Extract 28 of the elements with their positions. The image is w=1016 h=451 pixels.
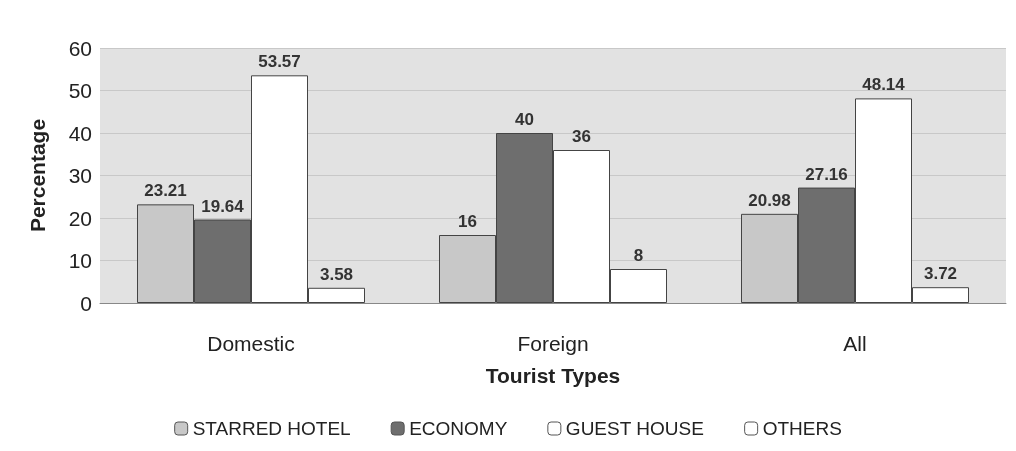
y-axis-title: Percentage xyxy=(26,118,49,233)
legend-label: ECONOMY xyxy=(409,418,508,439)
legend-label: STARRED HOTEL xyxy=(192,418,351,439)
data-label: 27.16 xyxy=(805,164,848,184)
y-tick-label: 50 xyxy=(68,79,92,102)
data-label: 40 xyxy=(515,110,534,129)
data-label: 19.64 xyxy=(201,196,245,216)
y-tick-label: 20 xyxy=(68,206,92,230)
y-tick-label: 10 xyxy=(68,249,92,272)
y-tick-label: 0 xyxy=(80,291,92,315)
data-label: 3.58 xyxy=(319,264,354,284)
data-label: 3.72 xyxy=(923,264,958,284)
x-tick-label: All xyxy=(843,332,867,355)
legend-label: GUEST HOUSE xyxy=(565,418,704,439)
data-label: 53.57 xyxy=(258,52,301,72)
data-label: 8 xyxy=(633,246,644,265)
data-label: 20.98 xyxy=(748,190,791,210)
y-tick-label: 40 xyxy=(68,121,92,145)
y-tick-label: 60 xyxy=(68,36,92,60)
x-tick-label: Foreign xyxy=(517,332,589,355)
data-label: 16 xyxy=(458,212,477,231)
x-axis-title: Tourist Types xyxy=(485,364,621,387)
data-label: 48.14 xyxy=(862,75,906,95)
x-tick-label: Domestic xyxy=(207,332,295,355)
y-tick-label: 30 xyxy=(68,164,92,187)
legend-label: OTHERS xyxy=(762,418,842,439)
data-label: 36 xyxy=(572,127,591,146)
data-label: 23.21 xyxy=(144,181,187,201)
